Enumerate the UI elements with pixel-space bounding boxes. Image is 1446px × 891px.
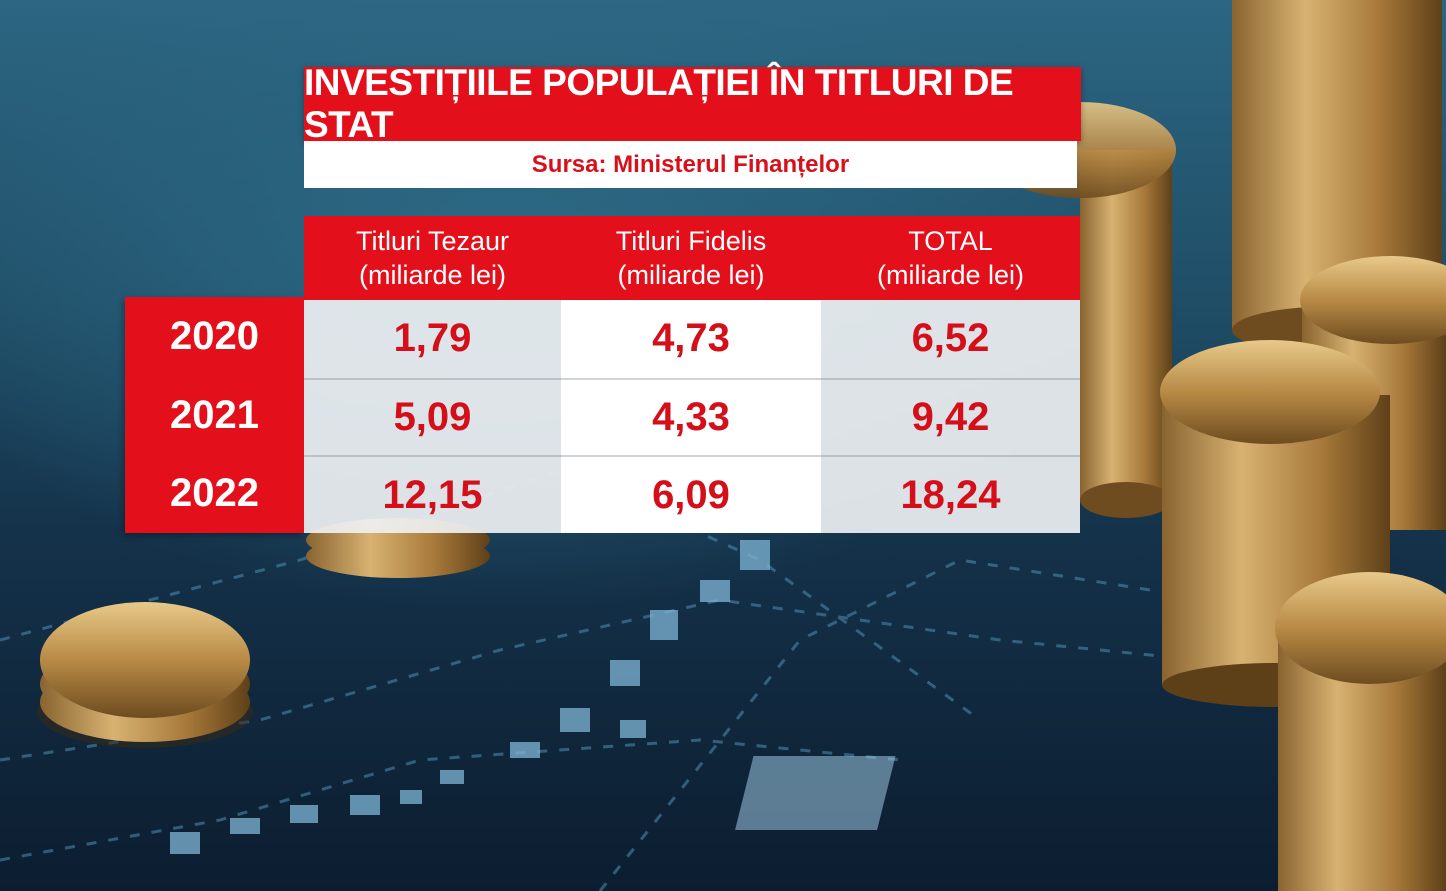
column-header-fidelis: Titluri Fidelis (miliarde lei): [561, 216, 821, 300]
column-header-total: TOTAL (miliarde lei): [821, 216, 1080, 300]
year-column: 2020 2021 2022: [125, 297, 304, 533]
cell-tezaur: 5,09: [304, 377, 561, 456]
column-header-tezaur: Titluri Tezaur (miliarde lei): [304, 216, 561, 300]
cell-fidelis: 4,73: [561, 300, 821, 378]
year-label-2022: 2022: [170, 471, 259, 516]
page-title: INVESTIȚIILE POPULAȚIEI ÎN TITLURI DE ST…: [304, 62, 1081, 145]
column-header-label: TOTAL: [908, 226, 993, 256]
column-header-label: Titluri Fidelis: [615, 226, 767, 256]
year-label-2020: 2020: [170, 313, 259, 358]
data-table: 1,79 4,73 6,52 5,09 4,33 9,42 12,15 6,09…: [304, 300, 1080, 534]
column-header-label: Titluri Tezaur: [355, 226, 510, 256]
table-row: 1,79 4,73 6,52: [304, 300, 1080, 378]
chart-grid: [0, 468, 1201, 891]
column-header-unit: (miliarde lei): [876, 260, 1025, 290]
cell-total: 9,42: [821, 377, 1080, 456]
year-label-2021: 2021: [170, 392, 259, 437]
cell-total: 18,24: [821, 455, 1080, 534]
source-caption: Sursa: Ministerul Finanțelor: [304, 141, 1077, 188]
column-header-unit: (miliarde lei): [358, 260, 507, 290]
chart-highlight: [735, 756, 896, 830]
cell-tezaur: 1,79: [304, 300, 561, 378]
candlestick-chart: [170, 540, 770, 854]
coin-stack-left: [37, 602, 253, 748]
cell-fidelis: 4,33: [561, 377, 821, 456]
coin-stack-bottom-right: [1275, 572, 1446, 891]
table-header-row: Titluri Tezaur (miliarde lei) Titluri Fi…: [304, 216, 1080, 300]
cell-total: 6,52: [821, 300, 1080, 378]
table-row: 5,09 4,33 9,42: [304, 377, 1080, 456]
cell-fidelis: 6,09: [561, 455, 821, 534]
cell-tezaur: 12,15: [304, 455, 561, 534]
column-header-unit: (miliarde lei): [617, 260, 765, 290]
table-row: 12,15 6,09 18,24: [304, 455, 1080, 534]
